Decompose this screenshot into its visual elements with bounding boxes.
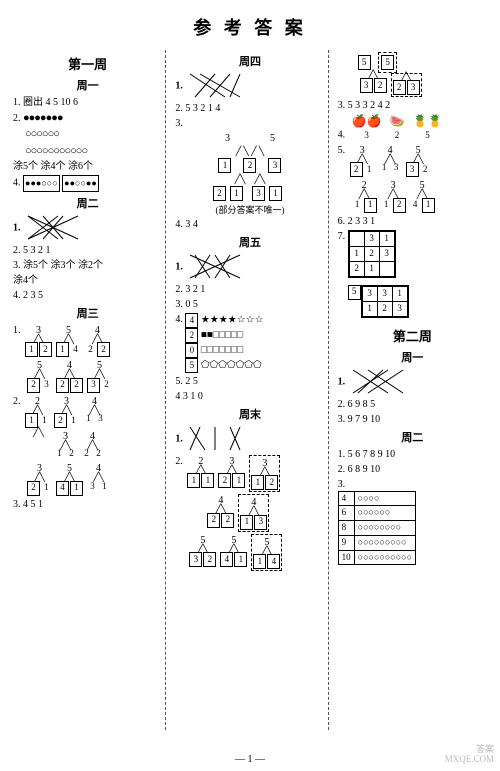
c3-q3: 3. 5 3 3 2 4 2: [338, 99, 487, 112]
page-title: 参 考 答 案: [10, 14, 490, 40]
branch-group: 2╱╲113╱╲213╱╲12: [185, 456, 282, 467]
branch-group: 4╱╲224╱╲13: [205, 495, 271, 506]
w1d5-q6: 4 3 1 0: [175, 390, 324, 403]
circle-table: 4○○○○6○○○○○○8○○○○○○○○9○○○○○○○○○10○○○○○○○…: [338, 491, 416, 565]
w1d3-q3: 3. 4 5 1: [13, 498, 162, 511]
day-wed: 周三: [13, 305, 162, 321]
w1d2-q3: 3. 涂5个 涂3个 涂2个: [13, 259, 162, 272]
w1d5-q2: 2. 3 2 1: [175, 283, 324, 296]
circles-1: ●●●●●●●: [23, 112, 63, 124]
dot-box-b: ●●○ ○●●: [62, 175, 99, 192]
w1e-q2: 2.: [175, 456, 183, 467]
branch-group: 5╱╲234╱╲225╱╲32: [25, 360, 114, 371]
w1d5-q5: 5. 2 5: [175, 375, 324, 388]
shape-rows: 4 ★★★★☆☆☆2 ■■□□□□□0 □□□□□□□5 ⬠⬠⬠⬠⬠⬠⬠: [185, 313, 263, 373]
w1d4-q4: 4. 3 4: [175, 218, 324, 231]
fruit-row: 🍎🍎3🍉2🍍🍍5: [348, 130, 447, 141]
cross-diagram: [348, 368, 408, 396]
w1d4-q1: 1.: [175, 80, 183, 91]
dot-box-a: ●●● ○○○: [23, 175, 60, 192]
cross-diagram: [185, 253, 245, 281]
branch-nested: 35╱ ╲ ╱ ╲123╱╲ ╱╲21 31: [175, 132, 324, 201]
day-tue: 周二: [13, 195, 162, 211]
day-mon: 周一: [13, 77, 162, 93]
w1d5-q4: 4.: [175, 314, 183, 325]
col-2: 周四 1. 2. 5 3 2 1 4 3. 35╱ ╲ ╱ ╲123╱╲ ╱╲2…: [172, 50, 328, 730]
day-fri: 周五: [175, 234, 324, 250]
circles-2: ○○○○○○: [13, 127, 162, 141]
watermark: 答案MXQE.COM: [445, 745, 494, 765]
week-1-title: 第一周: [13, 54, 162, 73]
c3-q5: 5.: [338, 145, 346, 156]
w1d4-q3: 3.: [175, 118, 183, 129]
w2d2-q2: 2. 6 8 9 10: [338, 463, 487, 476]
branch-group: 2╱╲113╱╲125╱╲41: [350, 180, 437, 191]
w2-day-tue: 周二: [338, 429, 487, 445]
w1d1-q4: 4.: [13, 178, 21, 189]
number-grids: 31123215331123: [348, 230, 409, 322]
w1d1-q1: 1. 圈出 4 5 10 6: [13, 96, 162, 109]
w1d3-q2: 2.: [13, 396, 21, 407]
branch-group: 5╱╲325╱╲415╱╲14: [187, 535, 284, 546]
c3-top-boxes: 5 5 ╱╲32╱╲23: [338, 52, 487, 97]
w2d2-q3: 3.: [338, 479, 346, 490]
w1e-q1: 1.: [175, 433, 183, 444]
page-footer: — 1 —: [0, 754, 500, 765]
w1d2-q3b: 涂4个: [13, 274, 162, 287]
w1d2-q2: 2. 5 3 2 1: [13, 244, 162, 257]
branch-group: 2╱╲113╱╲214╱╲13: [23, 396, 108, 407]
w1d5-q3: 3. 0 5: [175, 298, 324, 311]
w2d1-q2: 2. 6 9 8 5: [338, 398, 487, 411]
branch-group: 3╱╲125╱╲144╱╲22: [23, 325, 112, 336]
w1d4-q2: 2. 5 3 2 1 4: [175, 102, 324, 115]
columns: 第一周 周一 1. 圈出 4 5 10 6 2. ●●●●●●● ○○○○○○ …: [10, 50, 490, 730]
w1d2-q1: 1.: [13, 222, 21, 233]
circles-3: ○○○○○○○○○○○: [13, 144, 162, 158]
cross-diagram: [185, 72, 245, 100]
day-thu: 周四: [175, 53, 324, 69]
branch-group: 3╱╲215╱╲414╱╲31: [25, 463, 112, 474]
w2d1-q1: 1.: [338, 376, 346, 387]
w1d4-note: (部分答案不唯一): [175, 203, 324, 216]
day-end: 周末: [175, 406, 324, 422]
c3-q7: 7.: [338, 231, 346, 242]
cross-diagram: [23, 214, 83, 242]
c3-q4: 4.: [338, 130, 346, 141]
w1d3-q1: 1.: [13, 325, 21, 336]
w2d1-q3: 3. 9 7 9 10: [338, 413, 487, 426]
w1d1-q3: 涂5个 涂4个 涂6个: [13, 160, 162, 173]
col-3: 5 5 ╱╲32╱╲23 3. 5 3 3 2 4 2 4. 🍎🍎3🍉2🍍🍍5 …: [335, 50, 490, 730]
week-2-title: 第二周: [338, 326, 487, 345]
w1d5-q1: 1.: [175, 261, 183, 272]
col-1: 第一周 周一 1. 圈出 4 5 10 6 2. ●●●●●●● ○○○○○○ …: [10, 50, 166, 730]
w1d2-q4: 4. 2 3 5: [13, 289, 162, 302]
w2d2-q1: 1. 5 6 7 8 9 10: [338, 448, 487, 461]
cross-diagram: [185, 425, 245, 453]
branch-group: ╱╲3╱╲124╱╲22: [25, 431, 106, 442]
w2-day-mon: 周一: [338, 349, 487, 365]
c3-q6: 6. 2 3 3 1: [338, 215, 487, 228]
branch-group: 3╱╲214╱╲135╱╲32: [348, 145, 433, 156]
w1d1-q2: 2.: [13, 113, 21, 124]
